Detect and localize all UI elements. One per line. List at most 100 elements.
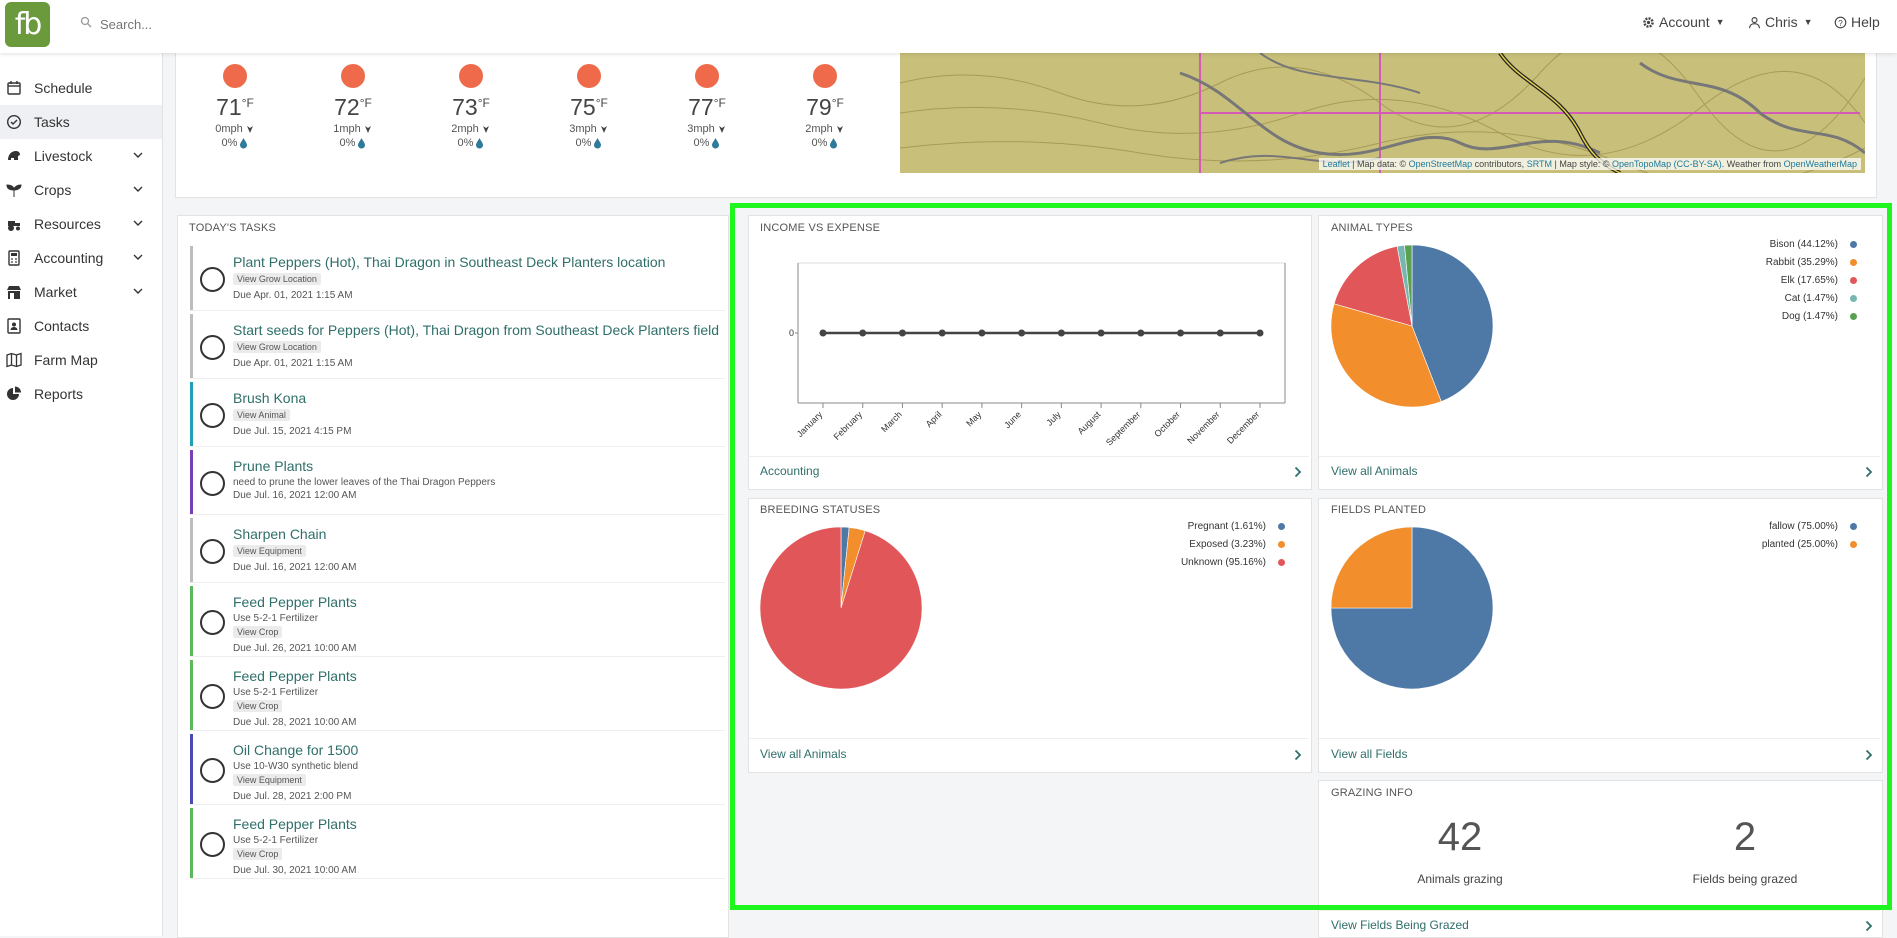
task-item[interactable]: Feed Pepper Plants Use 5-2-1 Fertilizer Vi… — [190, 660, 725, 731]
farm-map[interactable]: Leaflet | Map data: © OpenStreetMap cont… — [900, 53, 1865, 173]
pie-slice[interactable] — [1330, 526, 1413, 609]
breeding-statuses-pie-chart — [759, 526, 923, 690]
task-link-tag[interactable]: View Equipment — [233, 545, 306, 557]
sidebar-item-livestock[interactable]: Livestock — [0, 139, 162, 173]
task-item[interactable]: Brush Kona View Animal Due Jul. 15, 2021 4… — [190, 382, 725, 447]
task-link-tag[interactable]: View Animal — [233, 409, 290, 421]
task-item[interactable]: Plant Peppers (Hot), Thai Dragon in Sout… — [190, 246, 725, 311]
pie-slice[interactable] — [759, 526, 923, 690]
chevron-down-icon[interactable] — [132, 285, 144, 297]
precipitation-value: 0% — [693, 137, 710, 149]
task-item[interactable]: Oil Change for 1500 Use 10-W30 synthetic … — [190, 734, 725, 805]
help-link[interactable]: ? Help — [1834, 14, 1880, 30]
sidebar-item-schedule[interactable]: Schedule — [0, 71, 162, 105]
task-due-date: Due Apr. 01, 2021 1:15 AM — [233, 290, 353, 301]
view-all-animals-link[interactable]: View all Animals — [1331, 464, 1418, 478]
sidebar-item-tasks[interactable]: Tasks — [0, 105, 162, 139]
task-complete-checkbox[interactable] — [200, 267, 225, 292]
leaflet-link[interactable]: Leaflet — [1322, 159, 1350, 169]
chevron-down-icon[interactable] — [132, 217, 144, 229]
pie-slice[interactable] — [1404, 244, 1413, 327]
view-all-animals-link[interactable]: View all Animals — [760, 747, 847, 761]
osm-link[interactable]: OpenStreetMap — [1408, 159, 1473, 169]
sidebar-item-market[interactable]: Market — [0, 275, 162, 309]
accounting-link[interactable]: Accounting — [760, 464, 820, 478]
task-title[interactable]: Plant Peppers (Hot), Thai Dragon in Sout… — [233, 254, 666, 270]
task-due-date: Due Jul. 28, 2021 2:00 PM — [233, 791, 352, 802]
fields-planted-header: FIELDS PLANTED — [1331, 504, 1427, 516]
task-link-tag[interactable]: View Crop — [233, 848, 283, 860]
user-menu[interactable]: Chris ▼ — [1748, 14, 1813, 30]
sidebar-item-accounting[interactable]: Accounting — [0, 241, 162, 275]
sidebar-item-contacts[interactable]: Contacts — [0, 309, 162, 343]
task-title[interactable]: Oil Change for 1500 — [233, 742, 359, 758]
task-item[interactable]: Sharpen Chain View Equipment Due Jul. 16, … — [190, 518, 725, 583]
task-title[interactable]: Start seeds for Peppers (Hot), Thai Drag… — [233, 322, 720, 338]
chevron-right-icon[interactable] — [1865, 920, 1873, 932]
raindrop-icon — [476, 137, 484, 149]
pie-slice[interactable] — [1411, 244, 1494, 402]
view-fields-being-grazed-link[interactable]: View Fields Being Grazed — [1331, 918, 1469, 932]
task-item[interactable]: Start seeds for Peppers (Hot), Thai Drag… — [190, 314, 725, 379]
chevron-down-icon[interactable] — [132, 149, 144, 161]
sidebar-item-resources[interactable]: Resources — [0, 207, 162, 241]
task-title[interactable]: Prune Plants — [233, 458, 314, 474]
temperature: 71°F — [190, 94, 280, 121]
calendar-icon — [7, 81, 21, 95]
help-icon: ? — [1834, 16, 1847, 28]
tasks-header: TODAY'S TASKS — [189, 222, 277, 234]
animal-types-header: ANIMAL TYPES — [1331, 222, 1413, 234]
raindrop-icon — [594, 137, 602, 149]
task-complete-checkbox[interactable] — [200, 539, 225, 564]
task-complete-checkbox[interactable] — [200, 403, 225, 428]
task-complete-checkbox[interactable] — [200, 832, 225, 857]
task-complete-checkbox[interactable] — [200, 335, 225, 360]
legend-item: Pregnant (1.61%) — [1181, 517, 1285, 535]
task-item[interactable]: Feed Pepper Plants Use 5-2-1 Fertilizer Vi… — [190, 586, 725, 657]
chevron-right-icon[interactable] — [1294, 749, 1302, 761]
task-link-tag[interactable]: View Grow Location — [233, 273, 321, 285]
data-point — [1137, 329, 1145, 337]
task-link-tag[interactable]: View Crop — [233, 700, 283, 712]
account-menu[interactable]: Account ▼ — [1642, 14, 1725, 30]
search-input[interactable] — [98, 12, 402, 36]
task-item[interactable]: Feed Pepper Plants Use 5-2-1 Fertilizer Vi… — [190, 808, 725, 879]
task-link-tag[interactable]: View Equipment — [233, 774, 306, 786]
task-complete-checkbox[interactable] — [200, 684, 225, 709]
task-complete-checkbox[interactable] — [200, 610, 225, 635]
wind-direction-icon — [836, 126, 843, 134]
task-item[interactable]: Prune Plants need to prune the lower leav… — [190, 450, 725, 515]
chevron-down-icon[interactable] — [132, 251, 144, 263]
sidebar-item-reports[interactable]: Reports — [0, 377, 162, 411]
view-all-fields-link[interactable]: View all Fields — [1331, 747, 1408, 761]
task-link-tag[interactable]: View Grow Location — [233, 341, 321, 353]
map-attribution: Leaflet | Map data: © OpenStreetMap cont… — [1318, 158, 1861, 170]
task-title[interactable]: Feed Pepper Plants — [233, 668, 357, 684]
sidebar-item-label: Tasks — [34, 114, 70, 130]
fields-planted-legend: fallow (75.00%) planted (25.00%) — [1762, 517, 1857, 553]
task-title[interactable]: Brush Kona — [233, 390, 307, 406]
sidebar-item-crops[interactable]: Crops — [0, 173, 162, 207]
chevron-right-icon[interactable] — [1294, 466, 1302, 478]
task-title[interactable]: Feed Pepper Plants — [233, 594, 357, 610]
task-title[interactable]: Sharpen Chain — [233, 526, 327, 542]
legend-label: Rabbit (35.29%) — [1765, 256, 1838, 268]
chevron-right-icon[interactable] — [1865, 466, 1873, 478]
task-title[interactable]: Feed Pepper Plants — [233, 816, 357, 832]
sidebar-item-farm-map[interactable]: Farm Map — [0, 343, 162, 377]
task-link-tag[interactable]: View Crop — [233, 626, 283, 638]
srtm-link[interactable]: SRTM — [1526, 159, 1553, 169]
chevron-down-icon[interactable] — [132, 183, 144, 195]
data-point — [1057, 329, 1065, 337]
pie-slice[interactable] — [1333, 246, 1413, 327]
task-complete-checkbox[interactable] — [200, 758, 225, 783]
wind-speed-value: 2mph — [451, 123, 479, 135]
opentopomap-link[interactable]: OpenTopoMap (CC-BY-SA) — [1612, 159, 1722, 169]
openweathermap-link[interactable]: OpenWeatherMap — [1783, 159, 1857, 169]
animals-grazing-label: Animals grazing — [1417, 872, 1503, 886]
pie-slice[interactable] — [1330, 303, 1442, 408]
task-due-date: Due Jul. 26, 2021 10:00 AM — [233, 643, 357, 654]
task-complete-checkbox[interactable] — [200, 471, 225, 496]
app-logo[interactable]: fb — [5, 2, 50, 47]
chevron-right-icon[interactable] — [1865, 749, 1873, 761]
